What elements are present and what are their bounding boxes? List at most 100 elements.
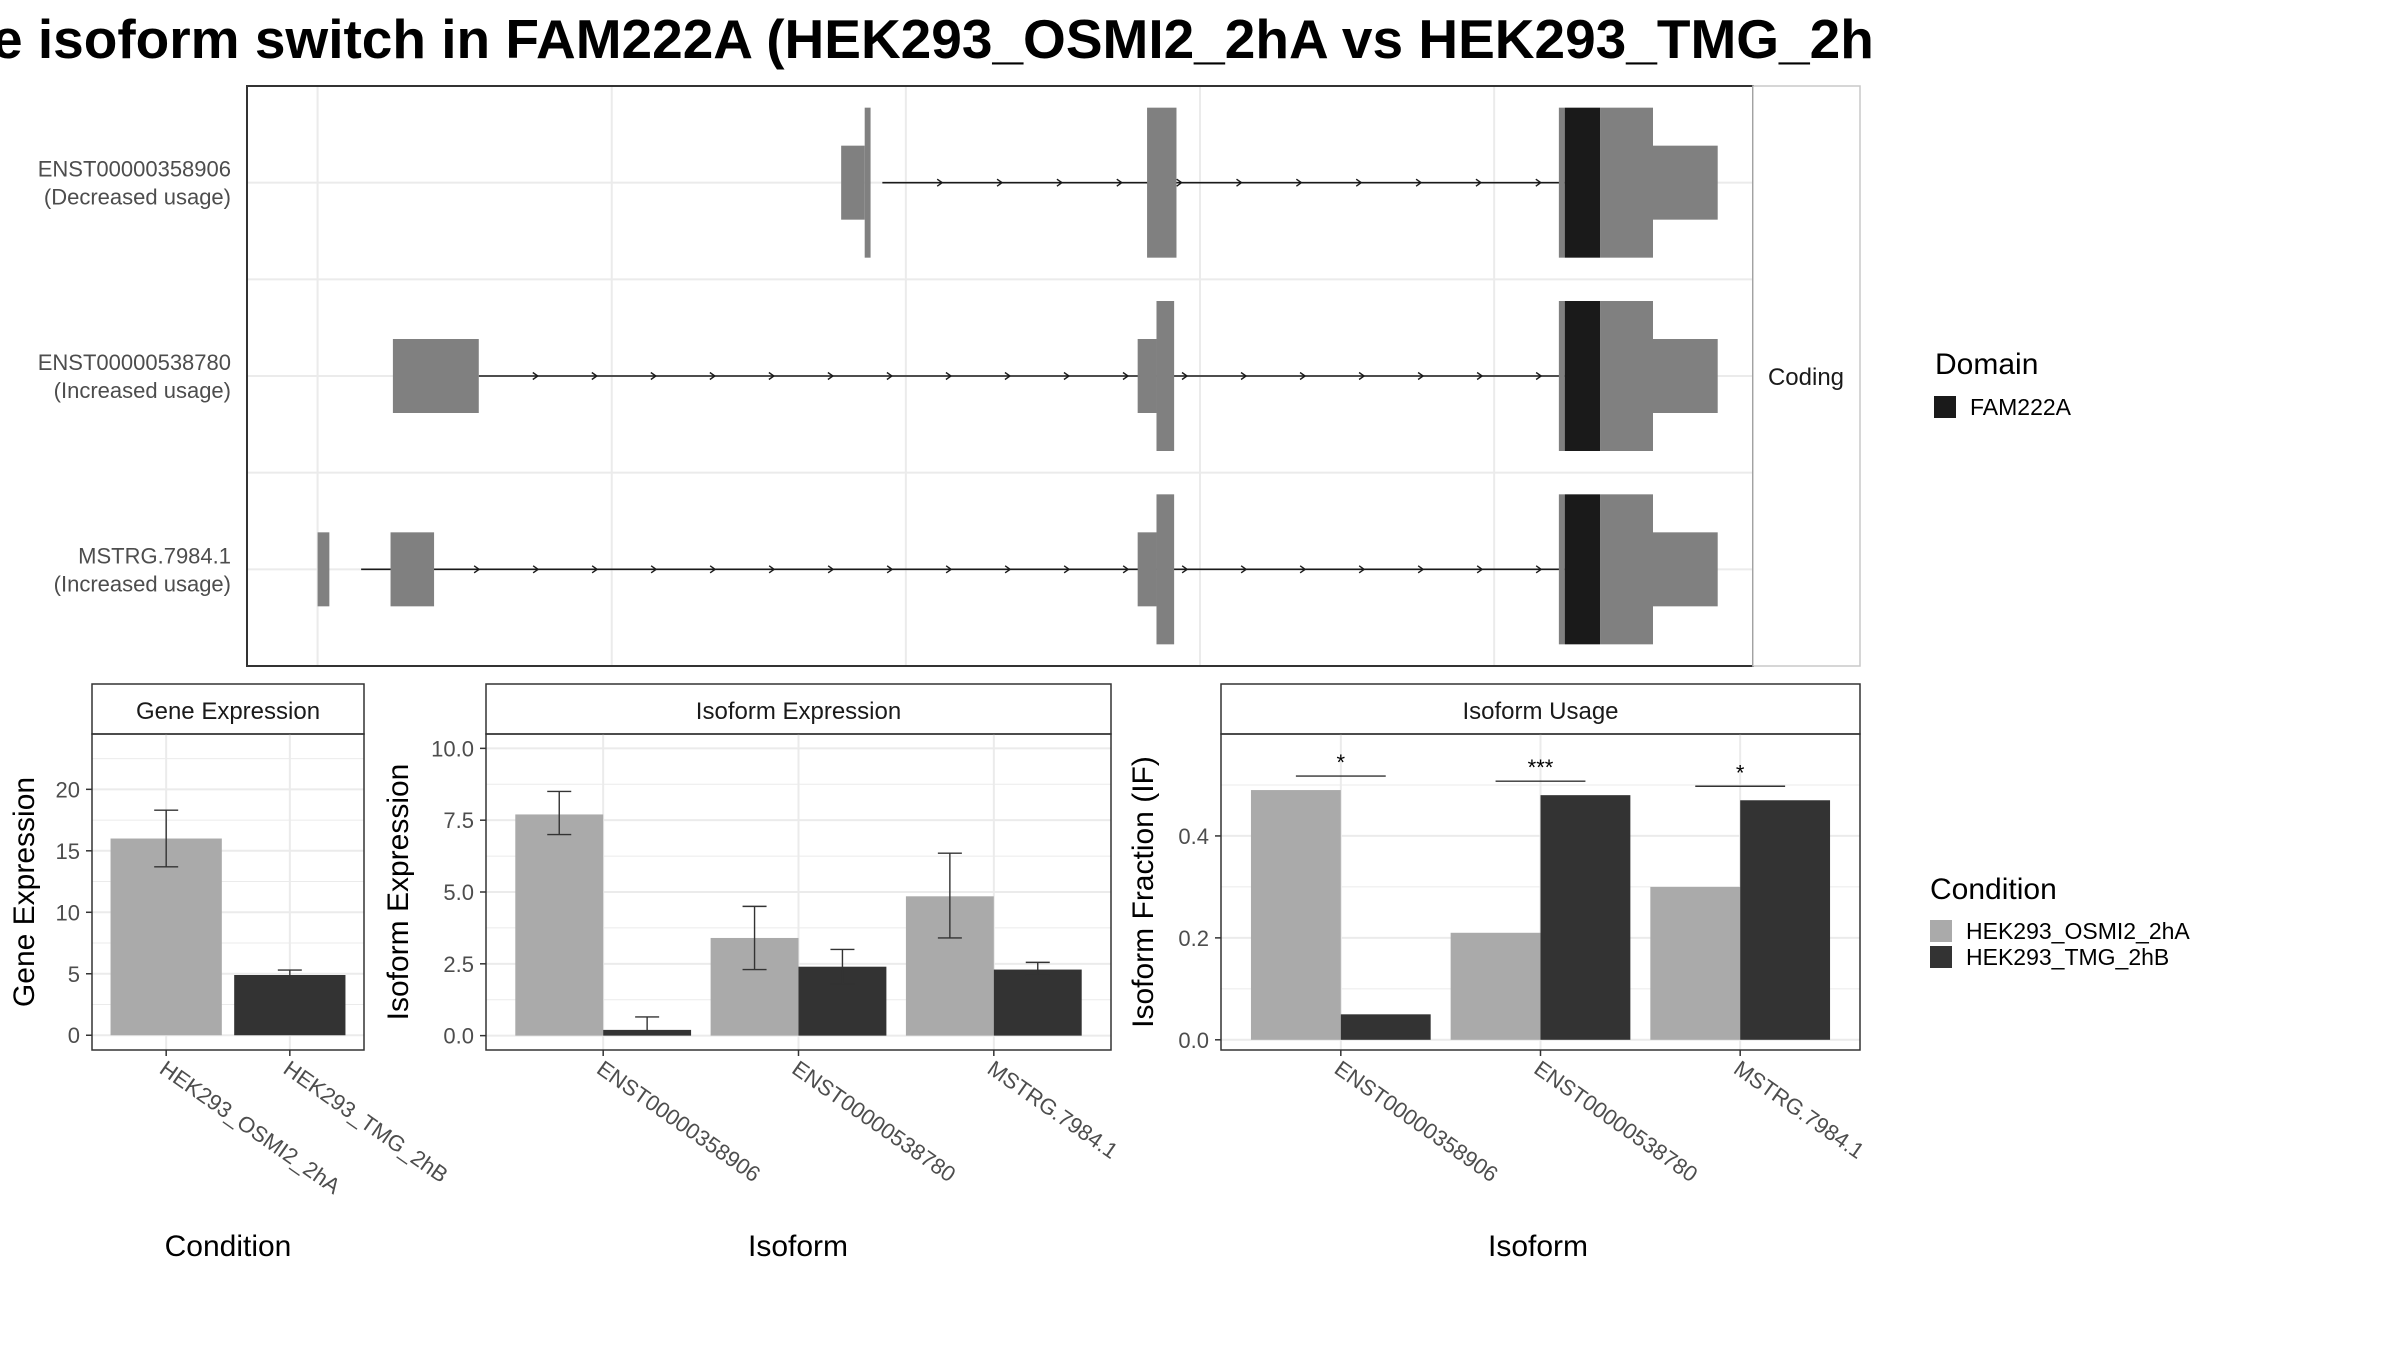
exon-block (317, 532, 330, 607)
bar-hek293-tmg-2hb (234, 974, 346, 1036)
exon-block (1137, 339, 1157, 413)
intron-direction-arrow (1535, 371, 1543, 381)
x-axis-label: Condition (165, 1230, 292, 1263)
intron-direction-arrow (1240, 371, 1248, 381)
y-tick-label: 0 (68, 1023, 80, 1048)
isoform-track-mstrg-7984-1 (317, 494, 1718, 645)
y-tick-label: 2.5 (443, 952, 474, 977)
bar-enst00000358906-hek293-tmg-2hb (1340, 1014, 1431, 1040)
intron-direction-arrow (886, 371, 894, 381)
intron-direction-arrow (1476, 371, 1484, 381)
error-bar (154, 809, 179, 868)
intron-direction-arrow (650, 565, 658, 574)
exon-block (1558, 301, 1565, 451)
x-axis-label: Isoform (1488, 1230, 1588, 1263)
intron-direction-arrow (1181, 371, 1189, 381)
intron-direction-arrow (1355, 178, 1363, 187)
error-bar (830, 948, 855, 985)
chart-strip (91, 683, 365, 735)
intron-direction-arrow (1535, 565, 1543, 574)
y-tick-label: 0.4 (1178, 824, 1209, 849)
intron-direction-arrow (945, 371, 953, 381)
error-bar (937, 852, 962, 939)
structure-tracks (317, 107, 1718, 645)
y-tick-label: 20 (56, 777, 80, 802)
domain-legend: Domain FAM222A (1934, 348, 2072, 420)
exon-block (864, 107, 871, 258)
condition-legend-label-a: HEK293_OSMI2_2hA (1966, 918, 2190, 944)
chart-strip (1220, 683, 1861, 735)
error-bar (742, 905, 767, 971)
intron-direction-arrow (1056, 178, 1064, 187)
isoform-id-label: MSTRG.7984.1 (78, 543, 231, 568)
y-axis-label: Isoform Expression (382, 764, 415, 1021)
x-tick-label: ENST00000358906 (592, 1056, 765, 1187)
intron-direction-arrow (532, 565, 540, 574)
exon-block (1156, 494, 1175, 645)
significance-label: * (1337, 750, 1346, 775)
intron-direction-arrow (1358, 565, 1366, 574)
intron-direction-arrow (1122, 371, 1130, 381)
exon-block (841, 145, 865, 220)
x-tick-label: MSTRG.7984.1 (1729, 1056, 1869, 1164)
x-tick-label: ENST00000538780 (1530, 1056, 1703, 1187)
bar-mstrg-7984-1-hek293-tmg-2hb (1740, 800, 1831, 1040)
intron-direction-arrow (1535, 178, 1543, 187)
intron-direction-arrow (1122, 565, 1130, 574)
isoform-track-enst00000358906 (841, 107, 1718, 258)
intron-direction-arrow (473, 565, 481, 574)
domain-segment (1564, 107, 1601, 258)
exon-block (1558, 494, 1565, 645)
intron-direction-arrow (1299, 371, 1307, 381)
isoform-usage-note: (Increased usage) (54, 378, 231, 403)
intron-direction-arrow (1295, 178, 1303, 187)
x-tick-label: ENST00000358906 (1330, 1056, 1503, 1187)
intron-direction-arrow (996, 178, 1004, 187)
intron-direction-arrow (532, 371, 540, 381)
y-axis-label: Gene Expression (8, 777, 41, 1007)
intron-direction-arrow (1415, 178, 1423, 187)
exon-block (1147, 107, 1177, 258)
intron-direction-arrow (1240, 565, 1248, 574)
bar-mstrg-7984-1-hek293-tmg-2hb (993, 969, 1082, 1036)
y-tick-label: 10 (56, 900, 80, 925)
x-tick-label: ENST00000538780 (788, 1056, 961, 1187)
chart-strip-title: Isoform Usage (1462, 698, 1618, 725)
condition-legend: Condition HEK293_OSMI2_2hA HEK293_TMG_2h… (1930, 873, 2190, 970)
intron-direction-arrow (945, 565, 953, 574)
intron-direction-arrow (1358, 371, 1366, 381)
intron-direction-arrow (709, 371, 717, 381)
bar-hek293-osmi2-2ha (110, 838, 222, 1036)
chart-strip (485, 683, 1112, 735)
exon-block (1156, 301, 1175, 451)
y-tick-label: 7.5 (443, 808, 474, 833)
chart-panel-border (91, 733, 365, 1051)
error-bar (635, 1016, 660, 1035)
intron-direction-arrow (1417, 565, 1425, 574)
intron-direction-arrow (709, 565, 717, 574)
condition-legend-label-b: HEK293_TMG_2hB (1966, 944, 2169, 970)
error-bar (277, 969, 302, 980)
intron-direction-arrow (1417, 371, 1425, 381)
isoform-expression-chart: Isoform Expression 0.0 2.5 5.0 7.5 10.0 ENST00… (382, 683, 1123, 1263)
x-axis-label: Isoform (748, 1230, 848, 1263)
intron-direction-arrow (936, 178, 944, 187)
exon-block (1652, 532, 1718, 607)
coding-strip (1752, 85, 1861, 667)
condition-legend-key-a (1930, 920, 1952, 942)
significance-label: *** (1528, 755, 1554, 780)
x-tick-label: MSTRG.7984.1 (983, 1056, 1123, 1164)
isoform-track-enst00000538780 (392, 301, 1718, 451)
y-tick-label: 15 (56, 839, 80, 864)
intron-direction-arrow (1004, 565, 1012, 574)
y-tick-label: 0.0 (443, 1024, 474, 1049)
intron-direction-arrow (650, 371, 658, 381)
bar-enst00000538780-hek293-tmg-2hb (1540, 795, 1631, 1040)
intron-direction-arrow (1176, 178, 1183, 187)
bar-enst00000358906-hek293-osmi2-2ha (515, 814, 604, 1036)
intron-direction-arrow (1299, 565, 1307, 574)
figure-title: e isoform switch in FAM222A (HEK293_OSMI… (0, 8, 1874, 70)
error-bar (547, 790, 572, 836)
intron-direction-arrow (1116, 178, 1124, 187)
condition-legend-title: Condition (1930, 873, 2057, 906)
